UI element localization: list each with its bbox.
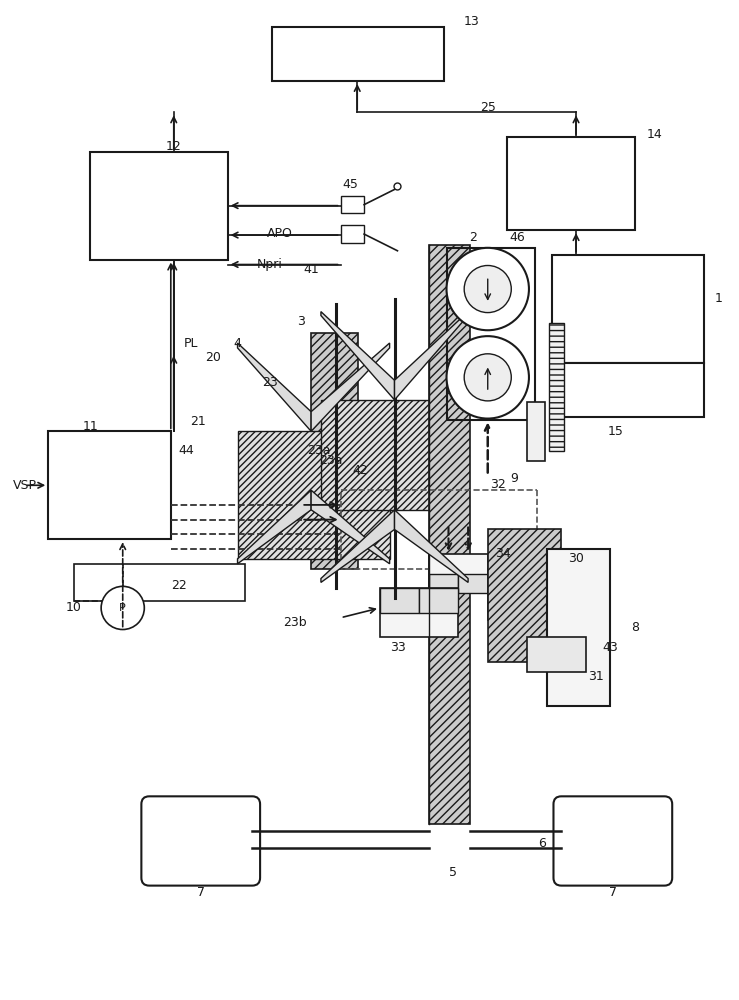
- Circle shape: [464, 354, 511, 401]
- Text: 13: 13: [463, 15, 479, 28]
- Bar: [272, 27, 443, 81]
- Text: Npri: Npri: [257, 258, 283, 271]
- Bar: [429, 554, 488, 593]
- Text: 25: 25: [480, 101, 496, 114]
- Bar: [419, 588, 458, 613]
- Polygon shape: [311, 490, 389, 564]
- Text: 23a: 23a: [307, 444, 331, 457]
- Bar: [458, 574, 488, 593]
- Text: 46: 46: [509, 231, 525, 244]
- Text: 32: 32: [490, 478, 505, 491]
- FancyBboxPatch shape: [554, 796, 672, 886]
- Text: 7: 7: [197, 886, 205, 899]
- Text: 43: 43: [602, 641, 619, 654]
- Circle shape: [446, 248, 529, 330]
- Bar: [551, 363, 704, 417]
- Text: 31: 31: [588, 670, 604, 683]
- Text: 7: 7: [610, 886, 617, 899]
- Text: 45: 45: [342, 178, 358, 191]
- Polygon shape: [321, 312, 395, 400]
- Text: 41: 41: [303, 263, 319, 276]
- Text: 21: 21: [191, 415, 206, 428]
- Text: 1: 1: [715, 292, 722, 305]
- Polygon shape: [311, 343, 389, 431]
- Polygon shape: [237, 490, 311, 564]
- Bar: [321, 400, 468, 510]
- Text: 42: 42: [353, 464, 368, 477]
- Text: 10: 10: [66, 601, 81, 614]
- Text: 33: 33: [389, 641, 405, 654]
- Text: 2: 2: [469, 231, 477, 244]
- Text: 9: 9: [511, 472, 518, 485]
- Bar: [548, 323, 565, 451]
- Text: APO: APO: [267, 227, 293, 240]
- Bar: [90, 152, 228, 260]
- Bar: [508, 137, 635, 230]
- Bar: [237, 431, 389, 559]
- Text: 44: 44: [179, 444, 194, 457]
- Bar: [527, 402, 545, 461]
- Bar: [311, 333, 358, 569]
- Text: 6: 6: [538, 837, 545, 850]
- Text: 20: 20: [205, 351, 221, 364]
- Polygon shape: [321, 510, 395, 582]
- Text: 11: 11: [83, 420, 98, 433]
- Bar: [380, 588, 458, 637]
- Bar: [341, 196, 364, 213]
- Text: 22: 22: [171, 579, 186, 592]
- Bar: [48, 431, 171, 539]
- Text: 5: 5: [449, 866, 457, 879]
- Text: 34: 34: [494, 547, 511, 560]
- Text: 14: 14: [647, 128, 662, 141]
- Text: 23a: 23a: [319, 454, 342, 467]
- Circle shape: [464, 265, 511, 313]
- Circle shape: [446, 336, 529, 419]
- Text: PL: PL: [184, 337, 199, 350]
- Polygon shape: [395, 312, 468, 400]
- Text: VSP: VSP: [13, 479, 37, 492]
- Text: 30: 30: [568, 552, 584, 565]
- Bar: [74, 564, 245, 601]
- Bar: [429, 574, 458, 593]
- Bar: [429, 245, 470, 824]
- Bar: [341, 225, 364, 243]
- Text: P: P: [120, 603, 126, 613]
- Bar: [547, 549, 610, 706]
- Text: 4: 4: [234, 337, 242, 350]
- Text: 23b: 23b: [282, 616, 306, 629]
- Bar: [488, 569, 571, 620]
- Text: 15: 15: [607, 425, 623, 438]
- Text: 12: 12: [166, 140, 182, 153]
- Circle shape: [101, 586, 144, 630]
- Text: 8: 8: [631, 621, 639, 634]
- Bar: [488, 529, 562, 662]
- Bar: [551, 255, 704, 363]
- Text: 3: 3: [297, 315, 305, 328]
- Polygon shape: [237, 343, 311, 431]
- FancyBboxPatch shape: [141, 796, 260, 886]
- Bar: [527, 637, 586, 672]
- Bar: [446, 248, 535, 420]
- Text: 23: 23: [262, 376, 278, 389]
- Bar: [380, 588, 419, 613]
- Polygon shape: [395, 510, 468, 582]
